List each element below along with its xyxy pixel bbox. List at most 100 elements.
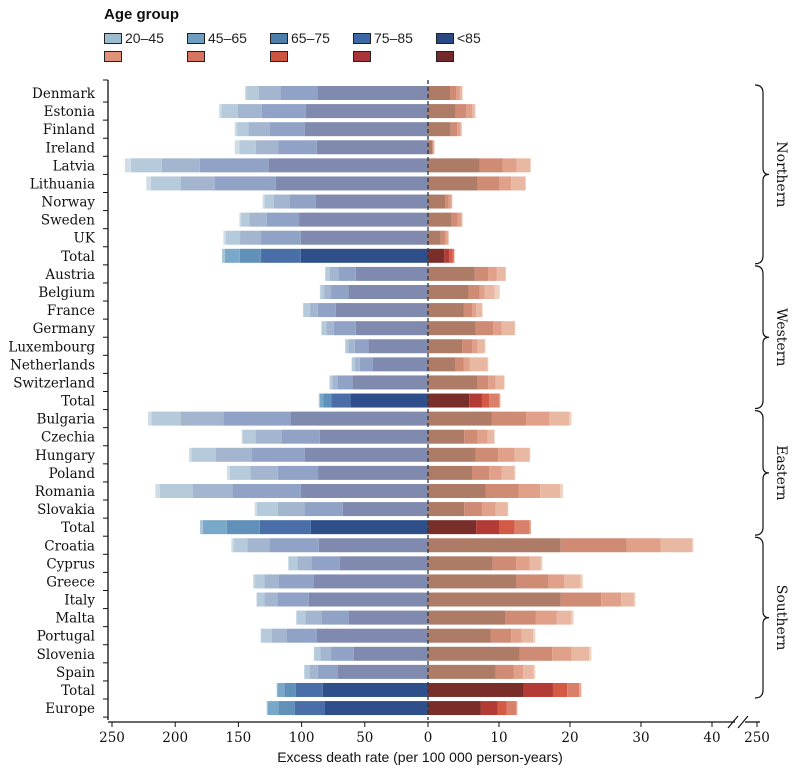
row-label: Cyprus <box>46 556 95 572</box>
bar-right-20-45 <box>569 411 572 426</box>
bar-left-20-45 <box>324 266 326 281</box>
bar-left-65-75 <box>320 646 332 661</box>
bar-left-20-45 <box>124 158 131 173</box>
bar-right-65-75 <box>601 592 622 607</box>
region-brace <box>754 410 770 536</box>
bar-left-lt85 <box>368 339 428 354</box>
row-label: Spain <box>56 665 95 681</box>
bar-right-65-75 <box>497 701 507 716</box>
bar-left-75-85 <box>317 664 338 679</box>
bar-right-65-75 <box>548 574 565 589</box>
bar-left-65-75 <box>247 538 270 553</box>
bar-right-45-65 <box>496 266 506 281</box>
bar-right-65-75 <box>516 556 530 571</box>
bar-right-45-65 <box>477 339 485 354</box>
bar-right-45-65 <box>451 194 453 209</box>
row-label: Ireland <box>46 140 96 156</box>
bar-right-lt85 <box>428 86 451 100</box>
bar-right-lt85 <box>428 483 486 498</box>
bar-left-20-45 <box>227 465 230 480</box>
bar-left-20-45 <box>148 411 152 426</box>
bar-left-lt85 <box>300 248 428 263</box>
legend-swatch-blue <box>187 32 205 44</box>
bar-right-75-85 <box>560 592 602 607</box>
bar-left-75-85 <box>286 628 317 643</box>
bar-right-75-85 <box>485 483 519 498</box>
bar-left-75-85 <box>295 682 323 697</box>
bar-left-65-75 <box>248 122 270 137</box>
bar-right-75-85 <box>477 176 499 191</box>
bar-right-65-75 <box>493 321 502 336</box>
bar-left-65-75 <box>284 682 296 697</box>
bar-left-45-65 <box>233 538 248 553</box>
bar-right-75-85 <box>450 122 458 137</box>
legend-row-blue: 20–45 45–65 65–75 75–85 <85 <box>104 29 519 47</box>
row-label: Germany <box>33 321 96 337</box>
bar-left-65-75 <box>258 86 281 100</box>
bar-left-20-45 <box>188 447 192 462</box>
bar-right-75-85 <box>476 375 489 390</box>
legend-swatch-red <box>353 50 371 62</box>
row-label: Malta <box>55 611 95 627</box>
bar-left-45-65 <box>264 194 274 209</box>
row-label: Estonia <box>44 104 95 120</box>
legend-item-red <box>104 50 187 62</box>
bar-left-65-75 <box>277 502 305 517</box>
bar-left-75-85 <box>261 104 306 119</box>
region-brace <box>754 265 770 410</box>
bar-left-65-75 <box>249 212 267 227</box>
bar-right-65-75 <box>499 520 515 535</box>
bar-right-65-75 <box>498 447 515 462</box>
bar-right-75-85 <box>495 664 514 679</box>
bar-left-65-75 <box>193 483 233 498</box>
bar-left-20-45 <box>319 284 321 299</box>
bar-right-45-65 <box>495 502 508 517</box>
bar-left-20-45 <box>287 556 289 571</box>
bar-right-65-75 <box>518 483 541 498</box>
bar-left-75-85 <box>331 646 354 661</box>
bar-right-lt85 <box>428 682 524 697</box>
bar-right-lt85 <box>428 140 433 155</box>
region-brace <box>754 84 770 265</box>
bar-left-20-45 <box>302 303 304 318</box>
bar-right-75-85 <box>475 447 499 462</box>
bar-left-lt85 <box>305 104 428 119</box>
bar-right-75-85 <box>455 104 467 119</box>
legend-swatch-blue <box>436 32 454 44</box>
bar-right-lt85 <box>428 339 463 354</box>
bar-right-20-45 <box>560 483 563 498</box>
bar-left-65-75 <box>323 393 332 408</box>
bar-right-65-75 <box>502 158 517 173</box>
legend-label: 75–85 <box>374 30 413 46</box>
bar-right-20-45 <box>514 465 516 480</box>
bar-right-lt85 <box>428 104 456 119</box>
bar-left-45-65 <box>229 465 251 480</box>
bar-left-75-85 <box>223 411 291 426</box>
bar-right-lt85 <box>428 664 496 679</box>
bar-left-20-45 <box>200 520 203 535</box>
bar-right-75-85 <box>432 140 433 155</box>
bar-right-65-75 <box>552 682 568 697</box>
bar-right-lt85 <box>428 122 451 137</box>
bar-right-20-45 <box>499 393 501 408</box>
bar-left-75-85 <box>281 429 320 444</box>
bar-left-20-45 <box>219 104 222 119</box>
bar-right-45-65 <box>469 357 488 372</box>
bar-left-lt85 <box>317 86 428 100</box>
bar-right-lt85 <box>428 357 455 372</box>
legend-item: 45–65 <box>187 30 270 46</box>
bars <box>124 86 694 716</box>
bar-left-75-85 <box>260 248 301 263</box>
bar-right-lt85 <box>428 610 506 625</box>
bar-right-45-65 <box>495 375 504 390</box>
bar-right-65-75 <box>445 230 448 245</box>
bar-left-lt85 <box>316 628 428 643</box>
row-label: Austria <box>44 267 95 283</box>
bar-left-45-65 <box>130 158 162 173</box>
bar-left-45-65 <box>277 682 285 697</box>
bar-right-65-75 <box>449 248 453 263</box>
bar-left-45-65 <box>224 248 240 263</box>
row-label: Croatia <box>44 538 95 554</box>
bar-right-lt85 <box>428 520 477 535</box>
bar-left-45-65 <box>261 628 272 643</box>
